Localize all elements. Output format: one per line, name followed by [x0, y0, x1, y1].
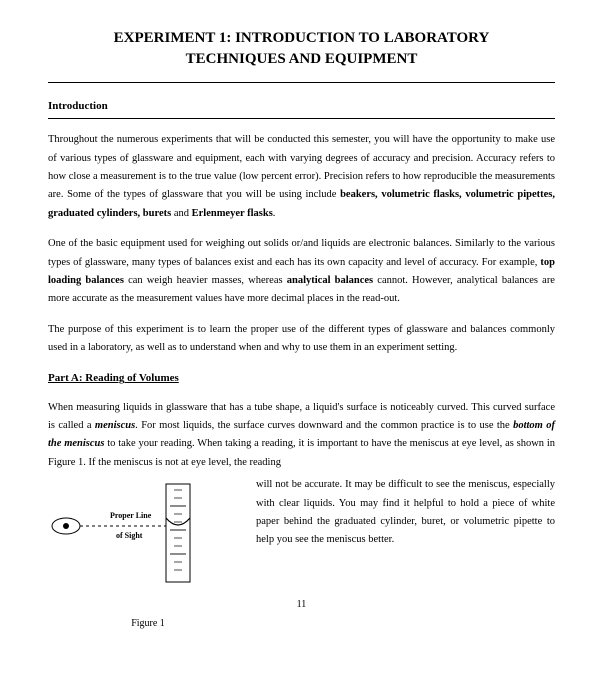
document-title: EXPERIMENT 1: INTRODUCTION TO LABORATORY…	[48, 28, 555, 70]
paragraph-4: When measuring liquids in glassware that…	[48, 399, 555, 473]
p1-bold-2: Erlenmeyer flasks	[192, 208, 273, 219]
p4-meniscus: meniscus	[95, 420, 135, 431]
figure-side-text: will not be accurate. It may be difficul…	[256, 476, 555, 550]
meniscus-figure: Proper Line of Sight	[48, 476, 248, 586]
title-line-2: TECHNIQUES AND EQUIPMENT	[48, 49, 555, 70]
part-a-heading: Part A: Reading of Volumes	[48, 369, 555, 388]
paragraph-1: Throughout the numerous experiments that…	[48, 131, 555, 223]
p1-text-b: and	[171, 208, 191, 219]
title-line-1: EXPERIMENT 1: INTRODUCTION TO LABORATORY	[48, 28, 555, 49]
figure-row: Proper Line of Sight will not be accurat…	[48, 476, 555, 593]
fig-label-of-sight: of Sight	[116, 531, 143, 540]
page-number: 11	[48, 596, 555, 614]
title-rule	[48, 82, 555, 83]
p1-text-c: .	[273, 208, 276, 219]
introduction-heading: Introduction	[48, 97, 555, 116]
p2-text-b: can weigh heavier masses, whereas	[124, 275, 287, 286]
p2-text-a: One of the basic equipment used for weig…	[48, 238, 555, 267]
fig-label-proper-line: Proper Line	[110, 511, 152, 520]
p4-text-b: . For most liquids, the surface curves d…	[135, 420, 513, 431]
figure-caption: Figure 1	[48, 615, 248, 633]
paragraph-2: One of the basic equipment used for weig…	[48, 235, 555, 309]
figure-container: Proper Line of Sight	[48, 476, 248, 593]
p2-bold-2: analytical balances	[287, 275, 373, 286]
p4-text-c: to take your reading. When taking a read…	[48, 438, 555, 467]
introduction-rule	[48, 118, 555, 119]
paragraph-3: The purpose of this experiment is to lea…	[48, 321, 555, 358]
